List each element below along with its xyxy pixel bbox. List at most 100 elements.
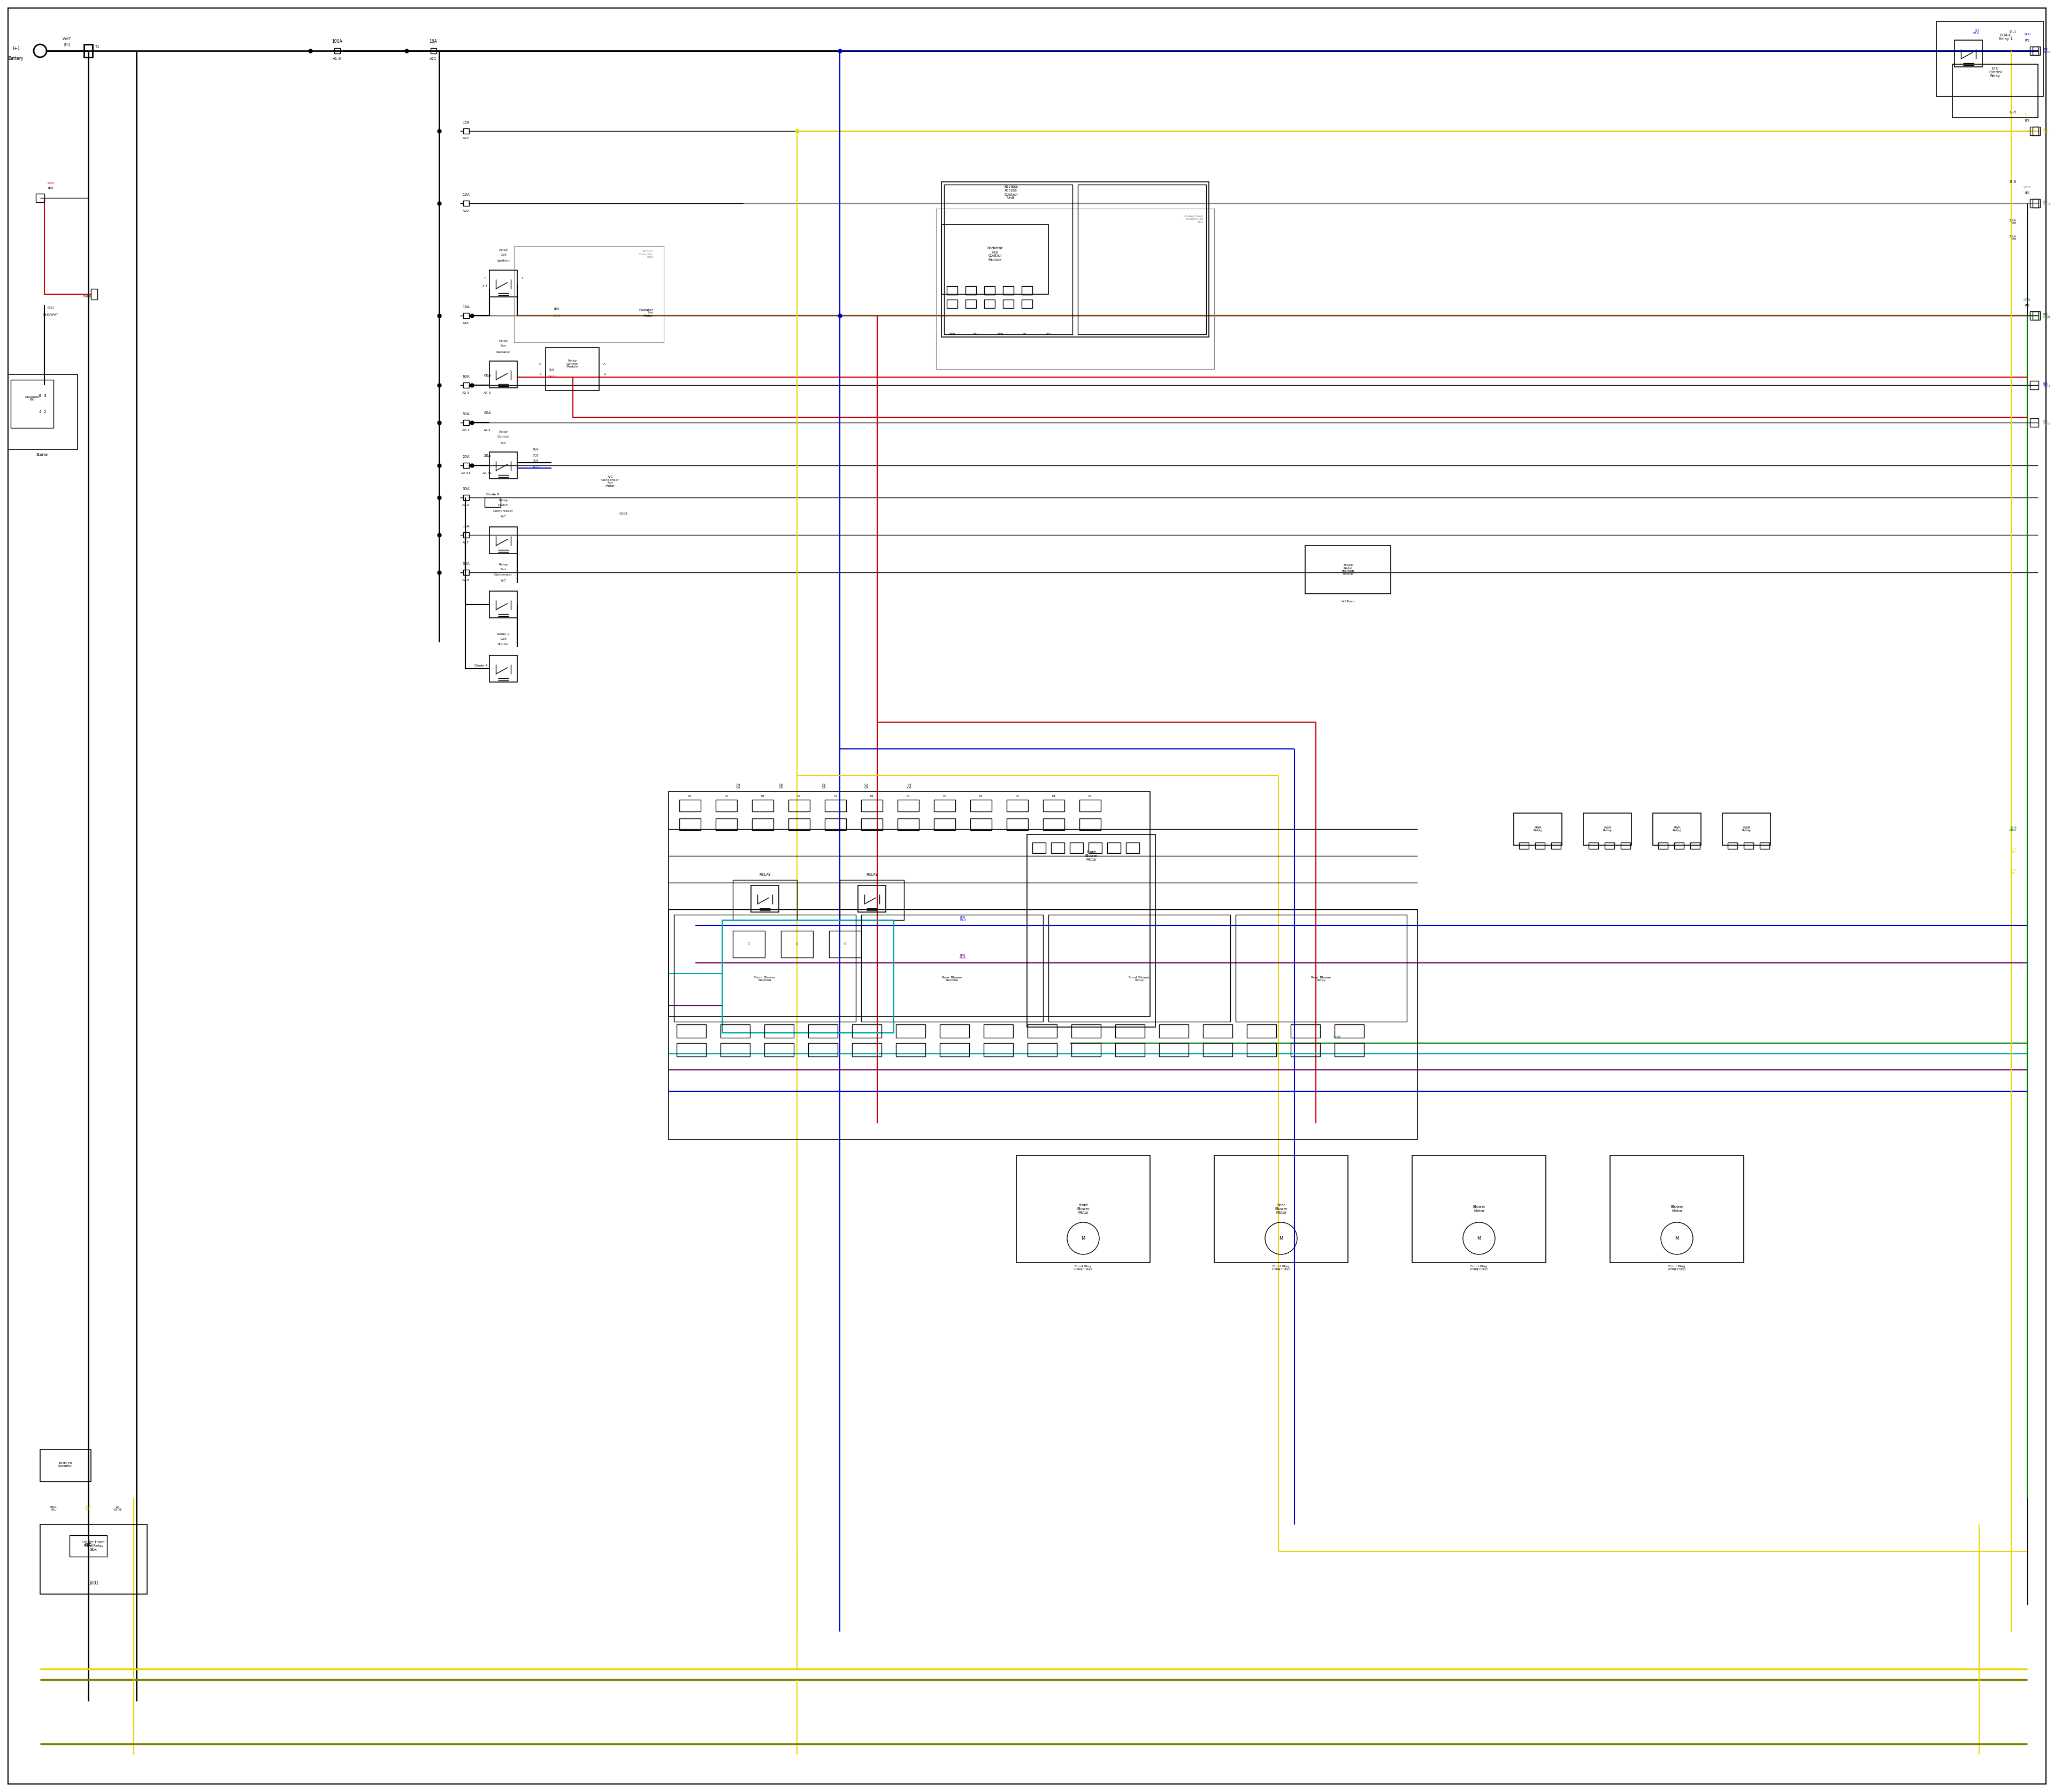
Bar	[674, 914, 857, 1021]
Bar	[464, 201, 468, 206]
Bar	[1690, 842, 1701, 849]
Bar	[1027, 835, 1154, 1027]
Bar	[1070, 842, 1082, 853]
Text: C4: C4	[943, 794, 947, 797]
Bar	[859, 885, 885, 912]
Text: PWR
Relay: PWR Relay	[1532, 826, 1543, 831]
Bar	[680, 799, 700, 812]
Bar	[90, 289, 97, 299]
Bar	[1158, 1043, 1189, 1057]
Bar	[898, 819, 918, 830]
Text: A/C: A/C	[501, 579, 505, 582]
Text: A2-3: A2-3	[483, 391, 491, 394]
Bar	[680, 819, 700, 830]
Text: [EI]: [EI]	[64, 43, 70, 47]
Text: A29: A29	[462, 210, 468, 211]
Bar	[1247, 1043, 1276, 1057]
Bar	[670, 792, 1150, 1016]
Bar	[489, 452, 518, 478]
Text: 3.5A
B2: 3.5A B2	[2009, 219, 2017, 224]
Bar	[1335, 1043, 1364, 1057]
Text: GRN: GRN	[2023, 297, 2031, 301]
Text: A2-6: A2-6	[462, 504, 470, 507]
Text: Blower
Motor: Blower Motor	[1473, 1206, 1485, 1213]
Bar	[840, 880, 904, 919]
Text: M: M	[1280, 1236, 1284, 1240]
Bar	[1214, 1156, 1347, 1262]
Bar	[826, 799, 846, 812]
Text: Relay
Control
Module: Relay Control Module	[567, 360, 579, 367]
Bar	[1588, 842, 1598, 849]
Bar	[35, 194, 45, 202]
Bar	[937, 208, 1214, 369]
Bar	[1621, 842, 1631, 849]
Text: Rear Blower
Resistor: Rear Blower Resistor	[943, 977, 961, 982]
Text: Fan: Fan	[501, 344, 505, 348]
Text: P4: P4	[1052, 794, 1056, 797]
Bar	[1078, 185, 1206, 335]
Text: Front Plug
(Plug Play): Front Plug (Plug Play)	[1471, 1265, 1487, 1271]
Text: 3B/1
YEL: 3B/1 YEL	[84, 1505, 92, 1511]
Text: Coil: Coil	[501, 638, 507, 640]
Text: 20A: 20A	[483, 453, 491, 457]
Bar	[723, 919, 893, 1032]
Bar	[10, 380, 53, 428]
Bar	[1955, 39, 1982, 66]
Bar	[1247, 1025, 1276, 1038]
Bar	[789, 799, 809, 812]
Text: RED: RED	[1045, 333, 1052, 335]
Text: A2-3: A2-3	[462, 391, 470, 394]
Text: 15A: 15A	[462, 120, 470, 124]
Text: [E]
GRN: [E] GRN	[2044, 314, 2050, 319]
Bar	[807, 1043, 838, 1057]
Bar	[1727, 842, 1738, 849]
Bar	[896, 1025, 926, 1038]
Text: P4: P4	[906, 794, 910, 797]
Bar	[941, 224, 1048, 294]
Bar	[1204, 1043, 1232, 1057]
Text: [E]
BLU: [E] BLU	[2044, 382, 2050, 389]
Bar	[84, 45, 92, 57]
Bar	[1204, 1025, 1232, 1038]
Text: Relay: Relay	[499, 339, 507, 342]
Text: G001: G001	[88, 1581, 99, 1586]
Text: Front
Blower
Motor: Front Blower Motor	[1076, 1204, 1089, 1215]
Bar	[1653, 814, 1701, 846]
Bar	[335, 48, 341, 54]
Bar	[1760, 842, 1768, 849]
Text: Under-
Fuse/Re-
Box: Under- Fuse/Re- Box	[639, 249, 653, 258]
Text: 30A: 30A	[462, 487, 470, 491]
Bar	[1043, 799, 1064, 812]
Bar	[941, 1043, 969, 1057]
Text: C4: C4	[834, 794, 838, 797]
Bar	[1534, 842, 1545, 849]
Bar	[1584, 814, 1631, 846]
Bar	[935, 819, 955, 830]
Text: P4: P4	[797, 794, 801, 797]
Bar	[70, 1536, 107, 1557]
Text: 20A: 20A	[462, 455, 470, 459]
Bar	[676, 1025, 707, 1038]
Bar	[733, 880, 797, 919]
Text: C: C	[844, 943, 846, 946]
Bar	[464, 382, 468, 387]
Bar	[984, 299, 994, 308]
Text: Control: Control	[497, 435, 509, 439]
Bar	[676, 1043, 707, 1057]
Bar	[764, 1025, 793, 1038]
Text: P4
C4: P4 C4	[735, 783, 739, 788]
Bar	[941, 1025, 969, 1038]
Bar	[896, 1043, 926, 1057]
Text: WHT: WHT	[62, 38, 72, 41]
Bar	[489, 591, 518, 618]
Bar	[721, 1025, 750, 1038]
Text: Battery: Battery	[8, 56, 25, 61]
Text: B  3: B 3	[39, 394, 47, 398]
Text: Ignition: Ignition	[497, 260, 509, 262]
Text: A2-41: A2-41	[483, 471, 493, 475]
Bar	[1080, 799, 1101, 812]
Bar	[1126, 842, 1140, 853]
Text: [EI]
PUR: [EI] PUR	[959, 953, 965, 959]
Bar	[1006, 819, 1029, 830]
Bar	[1072, 1025, 1101, 1038]
